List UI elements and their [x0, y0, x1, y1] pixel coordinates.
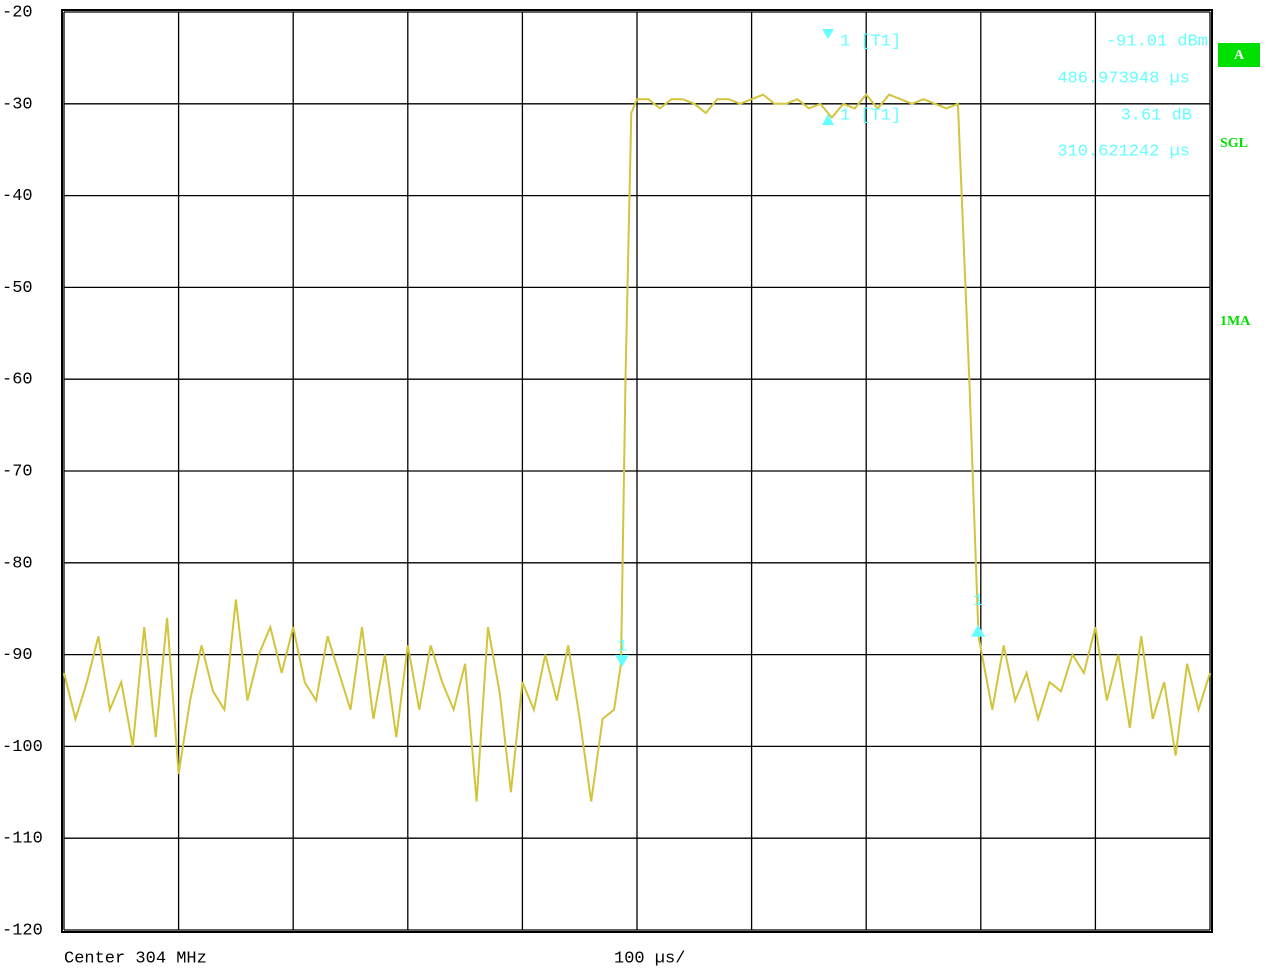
y-tick-label: -100 — [2, 738, 43, 757]
marker-value: 3.61 dB — [1121, 106, 1192, 125]
marker-point — [971, 624, 986, 637]
marker-symbol — [822, 29, 834, 39]
y-tick-label: -30 — [2, 95, 33, 114]
marker-name: 1 [T1] — [840, 32, 901, 51]
y-tick-label: -80 — [2, 554, 33, 573]
marker-label: 1 — [617, 637, 627, 656]
y-tick-label: -120 — [2, 921, 43, 940]
status-label: SGL — [1220, 136, 1248, 151]
status-box — [1218, 43, 1260, 67]
marker-value: -91.01 dBm — [1106, 32, 1208, 51]
marker-position: 310.621242 µs — [1057, 142, 1190, 161]
marker-position: 486.973948 µs — [1057, 69, 1190, 88]
span-label: 100 µs/ — [614, 949, 685, 968]
marker-symbol — [822, 114, 834, 125]
center-label: Center 304 MHz — [64, 949, 207, 968]
marker-label: 1 — [973, 592, 983, 611]
y-tick-label: -110 — [2, 830, 43, 849]
y-tick-label: -50 — [2, 279, 33, 298]
status-label: 1MA — [1220, 314, 1251, 329]
y-tick-label: -20 — [2, 3, 33, 22]
y-tick-label: -90 — [2, 646, 33, 665]
marker-point — [615, 654, 630, 667]
y-tick-label: -70 — [2, 462, 33, 481]
y-tick-label: -60 — [2, 371, 33, 390]
trace — [63, 93, 1211, 802]
y-tick-label: -40 — [2, 187, 33, 206]
plot-frame — [61, 9, 1213, 933]
status-label: A — [1234, 48, 1245, 63]
marker-name: 1 [T1] — [840, 106, 901, 125]
